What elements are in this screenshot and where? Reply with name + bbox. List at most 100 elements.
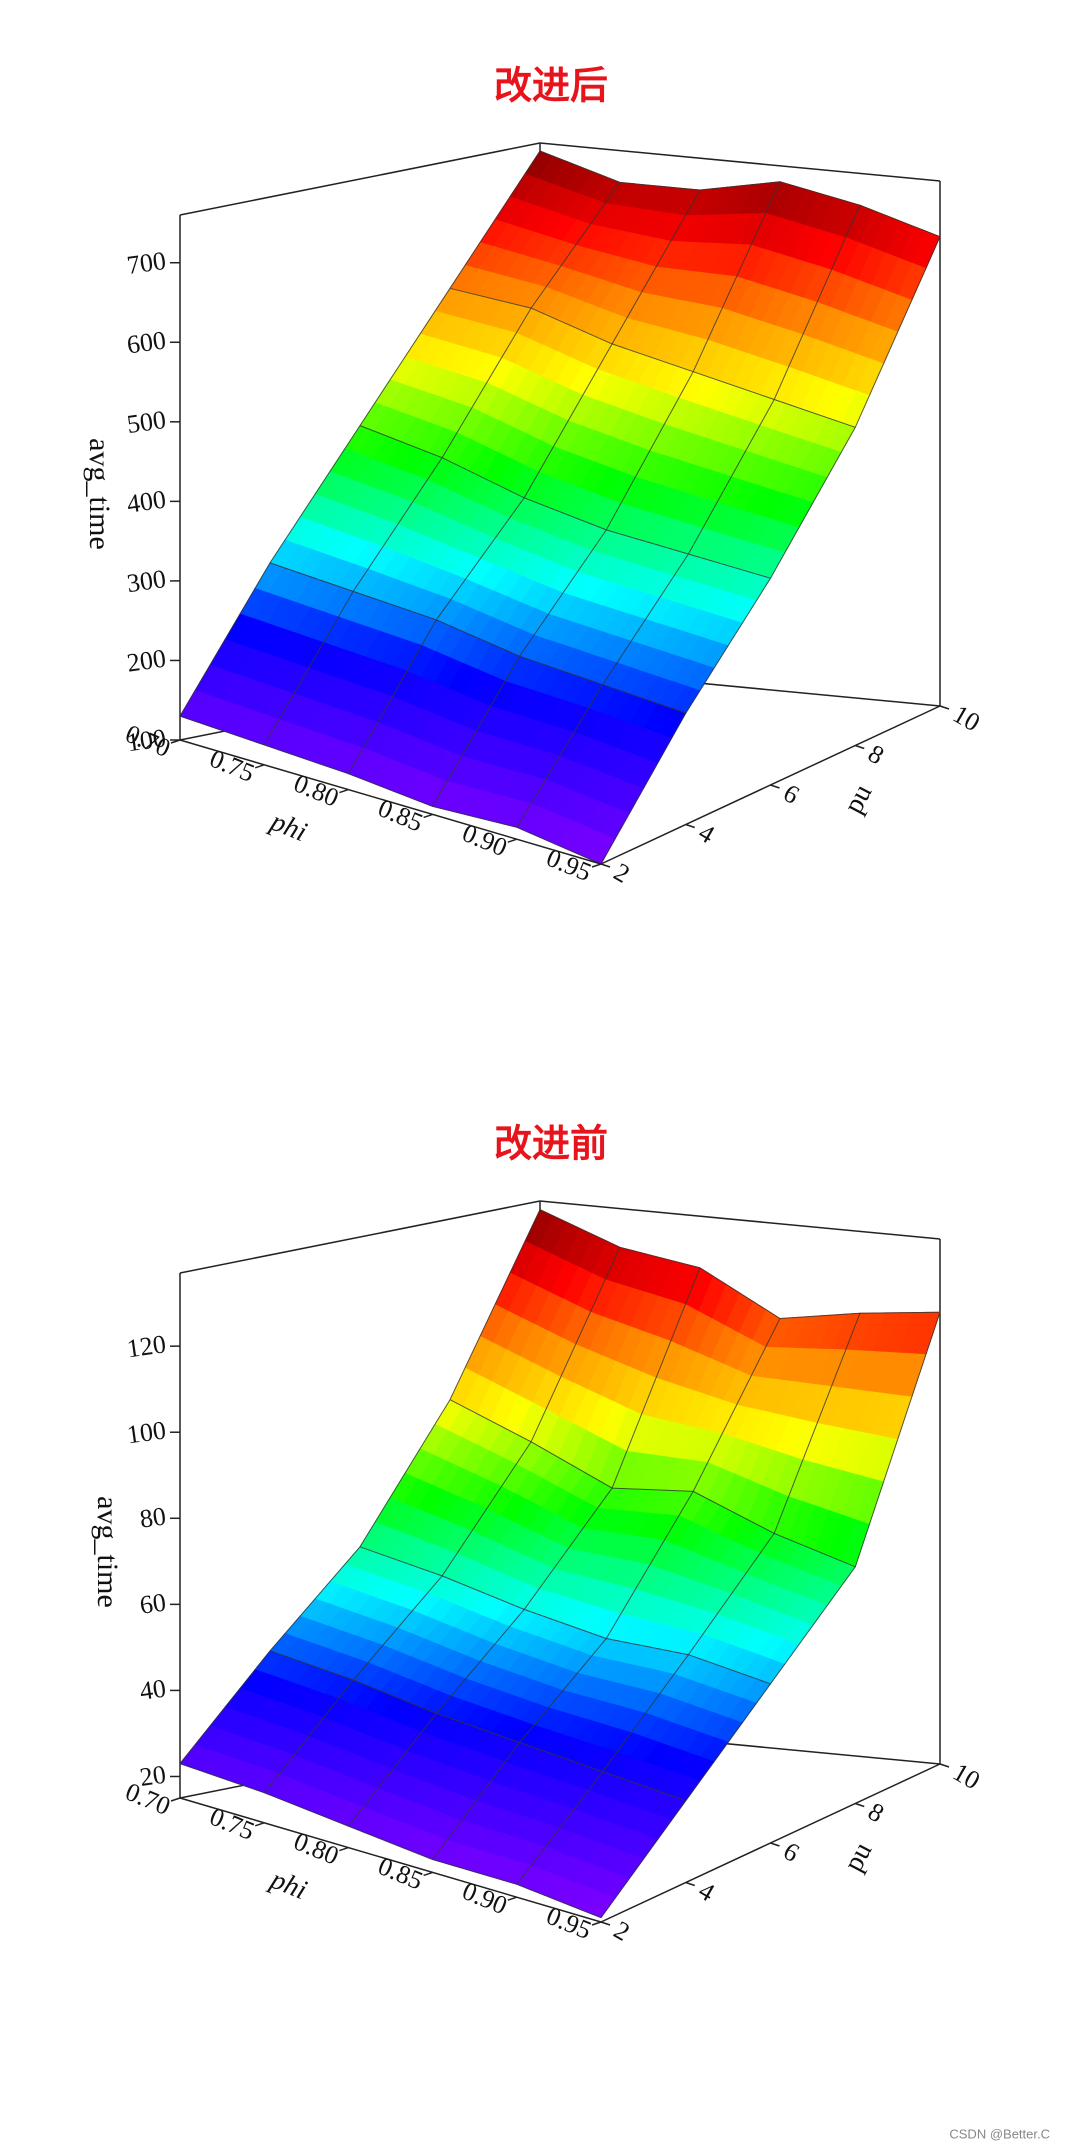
surface-cell — [687, 1532, 856, 1685]
z-tick-label: 400 — [125, 484, 168, 518]
z-tick-label: 100 — [125, 1415, 168, 1449]
x-tick-label: 0.90 — [458, 818, 511, 862]
y-tick-label: 6 — [779, 1836, 805, 1868]
x-tick-label: 0.75 — [206, 744, 259, 788]
y-axis-label: pu — [838, 779, 879, 818]
mesh-line — [348, 1267, 701, 1827]
x-tick — [507, 1896, 518, 1901]
surface-cell — [605, 1490, 775, 1656]
x-axis-label: phi — [265, 805, 312, 848]
surface-cell — [359, 1399, 532, 1577]
x-tick — [254, 1822, 265, 1827]
surface-cell — [352, 1575, 525, 1714]
surface-cell — [773, 204, 941, 428]
x-tick — [423, 813, 433, 819]
z-axis-label: avg_time — [91, 1496, 124, 1608]
y-tick-label: 6 — [779, 778, 805, 810]
mesh-line — [263, 182, 621, 746]
x-tick — [591, 1921, 602, 1926]
surface-cell — [435, 1608, 607, 1743]
z-axis-label: avg_time — [83, 438, 116, 550]
x-tick-label: 0.80 — [290, 769, 343, 813]
z-tick-label: 500 — [125, 405, 168, 439]
surface-cell — [431, 655, 604, 828]
mesh-line — [179, 1763, 602, 1919]
surface-cell — [611, 1267, 781, 1492]
y-tick — [939, 1763, 950, 1768]
surface-cell — [523, 1487, 694, 1639]
y-tick-label: 8 — [863, 1797, 889, 1829]
mesh-line — [600, 1312, 941, 1918]
surface-cell — [518, 529, 690, 686]
x-tick — [423, 1871, 433, 1877]
z-tick-label: 100 — [125, 723, 168, 757]
chart-title: 改进前 — [494, 1121, 608, 1166]
surface-cell — [692, 181, 861, 400]
x-tick — [339, 788, 349, 794]
z-tick-label: 120 — [125, 1329, 168, 1363]
y-tick-label: 2 — [609, 857, 635, 889]
box-edge — [179, 142, 541, 216]
y-tick-label: 10 — [948, 1757, 985, 1795]
axis-line — [179, 1797, 602, 1923]
mesh-line — [179, 150, 541, 717]
y-tick — [770, 1842, 780, 1847]
y-tick — [939, 705, 950, 710]
surface-cell — [359, 287, 532, 459]
x-tick — [170, 739, 181, 744]
box-edge — [179, 1200, 541, 1274]
surface-cell — [347, 619, 521, 807]
surface-cell — [601, 1654, 772, 1802]
x-tick — [254, 764, 265, 769]
mesh-line — [269, 1650, 686, 1802]
x-axis-label: phi — [265, 1863, 312, 1906]
y-tick-label: 2 — [609, 1915, 635, 1947]
axis-line — [179, 739, 602, 865]
z-tick-label: 60 — [138, 1587, 168, 1619]
mesh-line — [359, 1546, 771, 1685]
surface-cell — [263, 590, 437, 775]
surface-cell — [692, 1312, 861, 1534]
y-tick — [855, 1802, 865, 1808]
z-tick-label: 20 — [138, 1760, 168, 1792]
watermark: CSDN @Better.C — [949, 2126, 1050, 2141]
surface-cell — [449, 1209, 621, 1443]
surface-cell — [347, 1712, 521, 1860]
surface-cell — [530, 181, 701, 345]
surface-cell — [352, 457, 525, 621]
y-tick-label: 4 — [694, 818, 720, 850]
mesh-line — [516, 204, 861, 828]
surface-cell — [605, 371, 775, 555]
x-tick — [591, 863, 602, 868]
y-tick — [685, 823, 695, 829]
chart-title: 改进后 — [494, 63, 608, 108]
mesh-line — [179, 1209, 541, 1764]
y-tick-label: 8 — [863, 739, 889, 771]
x-tick-label: 0.80 — [290, 1827, 343, 1871]
surface-cell — [687, 399, 856, 579]
z-tick-label: 40 — [138, 1674, 168, 1706]
y-axis-label: pu — [838, 1837, 879, 1876]
x-tick-label: 0.85 — [374, 1851, 427, 1895]
mesh-line — [539, 1209, 941, 1320]
y-tick — [600, 1921, 611, 1926]
mesh-line — [516, 1313, 861, 1885]
y-tick — [600, 863, 611, 868]
z-tick-label: 700 — [125, 246, 168, 280]
x-tick-label: 0.75 — [206, 1802, 259, 1846]
z-tick-label: 300 — [125, 564, 168, 598]
box-edge — [539, 1200, 941, 1240]
mesh-line — [449, 1399, 856, 1568]
x-tick — [507, 838, 518, 843]
y-tick — [855, 744, 865, 750]
y-tick-label: 10 — [948, 699, 985, 737]
surface-cell — [523, 343, 694, 531]
x-tick — [339, 1846, 349, 1852]
y-tick — [770, 784, 780, 789]
mesh-line — [432, 1318, 781, 1860]
mesh-line — [359, 425, 771, 579]
surface-cell — [449, 150, 621, 309]
surface-cell — [601, 553, 772, 714]
mesh-line — [600, 236, 941, 865]
